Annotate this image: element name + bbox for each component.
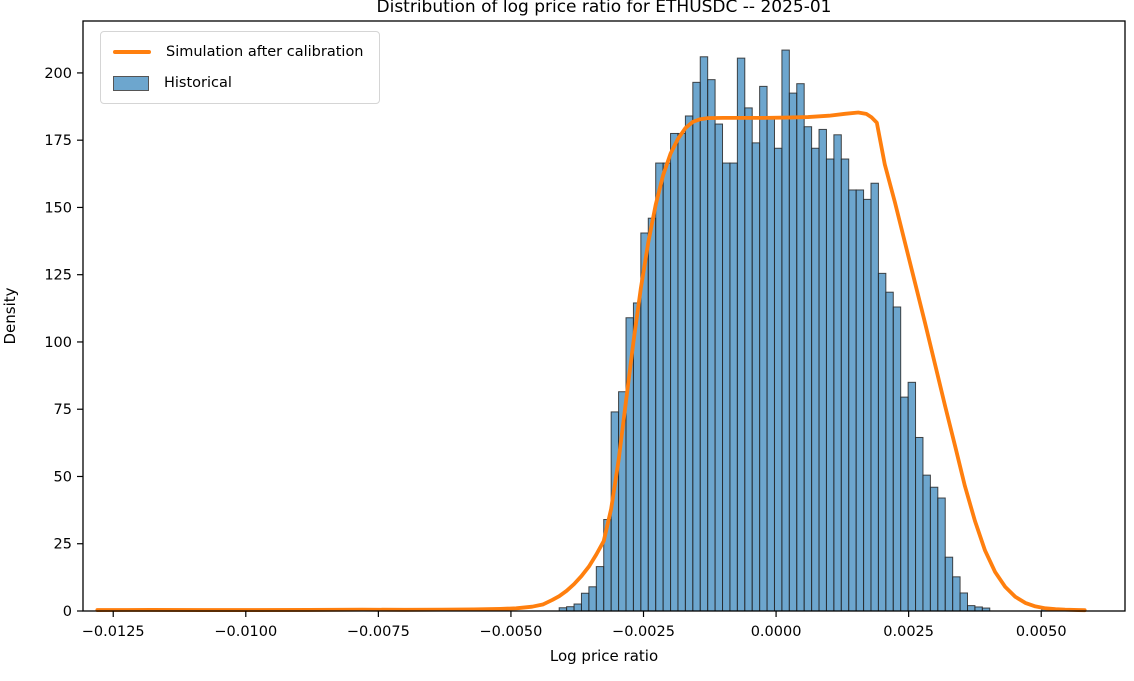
hist-bar: [647, 217, 657, 612]
hist-bar: [699, 56, 709, 612]
hist-bar: [588, 586, 597, 612]
hist-bar: [670, 132, 679, 612]
hist-bar: [796, 83, 805, 612]
hist-bar: [744, 107, 753, 612]
hist-bar: [632, 302, 642, 612]
y-tick-label: 125: [44, 268, 72, 284]
hist-bar: [736, 57, 746, 612]
hist-bar: [818, 128, 827, 612]
hist-bar: [773, 147, 783, 612]
hist-bar: [833, 134, 842, 612]
y-tick-label: 0: [63, 604, 72, 620]
hist-bar: [655, 162, 664, 612]
y-tick-label: 25: [54, 537, 72, 553]
hist-bar: [877, 272, 887, 612]
hist-bar: [766, 118, 775, 612]
hist-bar: [840, 158, 850, 612]
hist-bar: [952, 576, 961, 612]
x-axis-label: Log price ratio: [550, 647, 658, 665]
hist-bar: [751, 142, 761, 612]
hist-bar: [684, 115, 694, 612]
y-tick-label: 75: [54, 402, 72, 418]
x-tick-label: −0.0125: [82, 624, 145, 640]
legend-item-simulation: Simulation after calibration: [113, 41, 364, 63]
x-tick-label: 0.0025: [883, 624, 934, 640]
axes-layer: −0.0125 −0.0100 −0.0075 −0.0050 −0.0025 0.000…: [44, 20, 1126, 640]
histogram-layer: [137, 49, 1058, 612]
hist-bar: [707, 79, 716, 612]
hist-bar: [811, 147, 820, 612]
hist-bar: [863, 198, 872, 612]
hist-bar: [714, 123, 724, 612]
x-tick-label: −0.0025: [612, 624, 675, 640]
hist-bar: [662, 162, 672, 612]
legend-patch-swatch: [113, 75, 149, 91]
hist-bar: [967, 605, 976, 612]
hist-bar: [759, 85, 768, 612]
legend-label-historical: Historical: [164, 75, 232, 91]
y-axis-label: Density: [1, 287, 19, 344]
hist-bar: [892, 306, 902, 612]
hist-bar: [900, 396, 909, 612]
x-tick-label: 0.0000: [751, 624, 802, 640]
simulation-curve: [95, 110, 1087, 613]
x-tick-label: −0.0075: [347, 624, 410, 640]
hist-bar: [692, 81, 701, 612]
hist-bar: [929, 486, 939, 612]
hist-bar: [907, 381, 917, 612]
y-tick-label: 100: [44, 335, 72, 351]
y-tick-label: 150: [44, 200, 72, 216]
hist-bar: [944, 556, 954, 612]
hist-bar: [915, 436, 924, 612]
y-tick-label: 175: [44, 133, 72, 149]
y-tick-label: 200: [44, 66, 72, 82]
hist-bar: [729, 162, 738, 612]
hist-bar: [781, 49, 790, 612]
hist-bar: [959, 592, 969, 612]
plot-spines: [82, 20, 1126, 612]
x-tick-label: −0.0100: [214, 624, 277, 640]
hist-bar: [573, 603, 582, 612]
legend: Simulation after calibration Historical: [100, 31, 380, 104]
hist-bar: [722, 162, 731, 612]
hist-bar: [803, 126, 813, 612]
hist-bar: [580, 592, 590, 612]
x-tick-label: 0.0050: [1016, 624, 1067, 640]
chart-title: Distribution of log price ratio for ETHU…: [377, 0, 832, 17]
y-tick-label: 50: [54, 469, 72, 485]
legend-line-swatch: [113, 50, 151, 54]
hist-bar: [937, 497, 946, 612]
hist-bar: [855, 189, 865, 612]
curve-layer: [95, 110, 1087, 613]
hist-bar: [848, 189, 857, 612]
hist-bar: [677, 132, 686, 612]
hist-bar: [788, 92, 798, 612]
legend-item-historical: Historical: [113, 72, 364, 94]
x-tick-label: −0.0050: [479, 624, 542, 640]
hist-bar: [922, 474, 931, 612]
hist-bar: [885, 291, 894, 612]
hist-bar: [870, 182, 879, 612]
legend-label-simulation: Simulation after calibration: [166, 44, 364, 60]
hist-bar: [825, 158, 835, 612]
hist-bar: [595, 566, 605, 612]
